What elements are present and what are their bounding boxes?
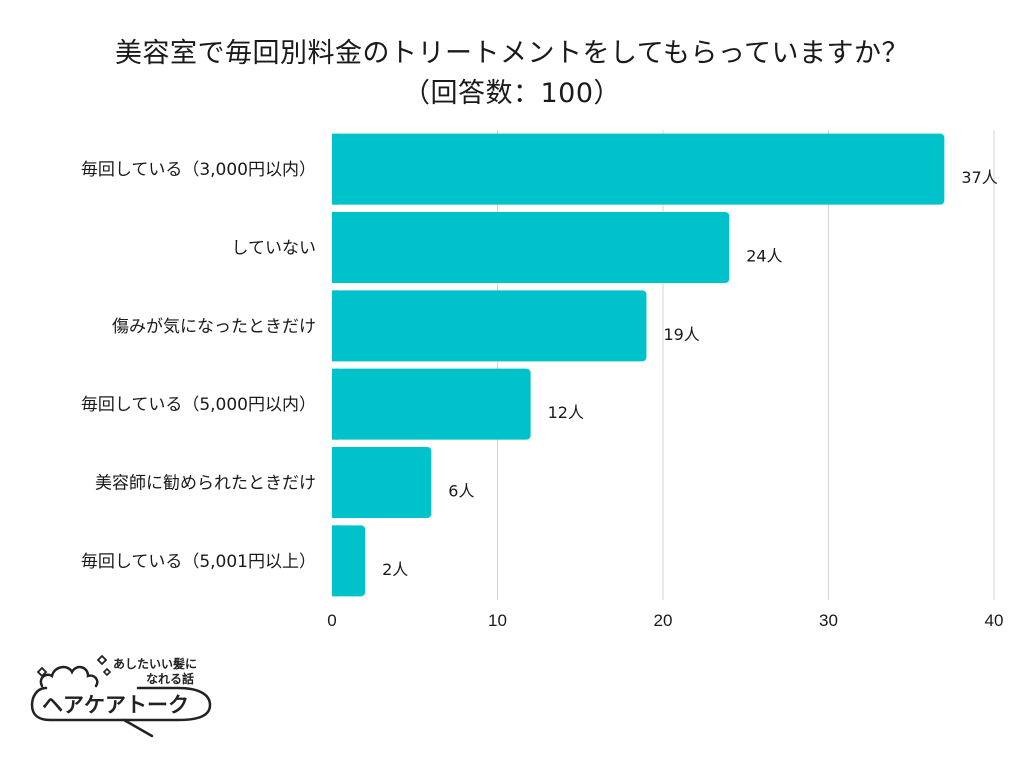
x-tick-label: 10 xyxy=(488,611,507,630)
category-label: 毎回している（5,001円以上） xyxy=(81,552,316,572)
x-axis-ticks: 0 10 20 30 40 xyxy=(327,611,1003,630)
x-tick-label: 30 xyxy=(819,611,838,630)
x-tick-label: 20 xyxy=(654,611,673,630)
hair-cloud-icon xyxy=(41,667,97,686)
category-label: 美容師に勧められたときだけ xyxy=(95,474,316,494)
bar-edge xyxy=(332,134,338,205)
category-label: 毎回している（3,000円以内） xyxy=(81,160,316,180)
bar-edge xyxy=(332,447,338,518)
bar xyxy=(332,290,646,361)
hair-care-talk-logo: あしたいい髪に なれる話 ヘアケアトーク xyxy=(28,650,228,740)
bar xyxy=(332,212,729,283)
bar xyxy=(332,134,944,205)
logo-tagline-line1: あしたいい髪に xyxy=(113,656,197,671)
category-labels: 毎回している（3,000円以内） していない傷みが気になったときだけ毎回している（… xyxy=(81,160,316,572)
value-label: 19人 xyxy=(663,325,699,344)
value-label: 24人 xyxy=(746,247,782,266)
sparkle-icon xyxy=(104,669,110,675)
x-tick-label: 0 xyxy=(327,611,336,630)
bar-edge xyxy=(332,212,338,283)
bar-edge xyxy=(332,525,338,596)
bar xyxy=(332,447,431,518)
category-label: 毎回している（5,000円以内） xyxy=(81,395,316,415)
speech-bubble-tail-icon xyxy=(124,720,152,736)
value-label: 6人 xyxy=(448,482,474,501)
logo-tagline-line2: なれる話 xyxy=(146,671,194,686)
value-label: 2人 xyxy=(382,560,408,579)
bar-edge xyxy=(332,369,338,440)
value-label: 12人 xyxy=(548,403,584,422)
logo-name: ヘアケアトーク xyxy=(42,693,189,717)
category-label: していない xyxy=(232,239,317,259)
sparkle-icon xyxy=(98,656,106,664)
bar-edge xyxy=(332,290,338,361)
category-label: 傷みが気になったときだけ xyxy=(112,317,316,337)
bars xyxy=(332,134,944,597)
value-label: 37人 xyxy=(961,168,997,187)
x-tick-label: 40 xyxy=(985,611,1004,630)
bar xyxy=(332,369,531,440)
